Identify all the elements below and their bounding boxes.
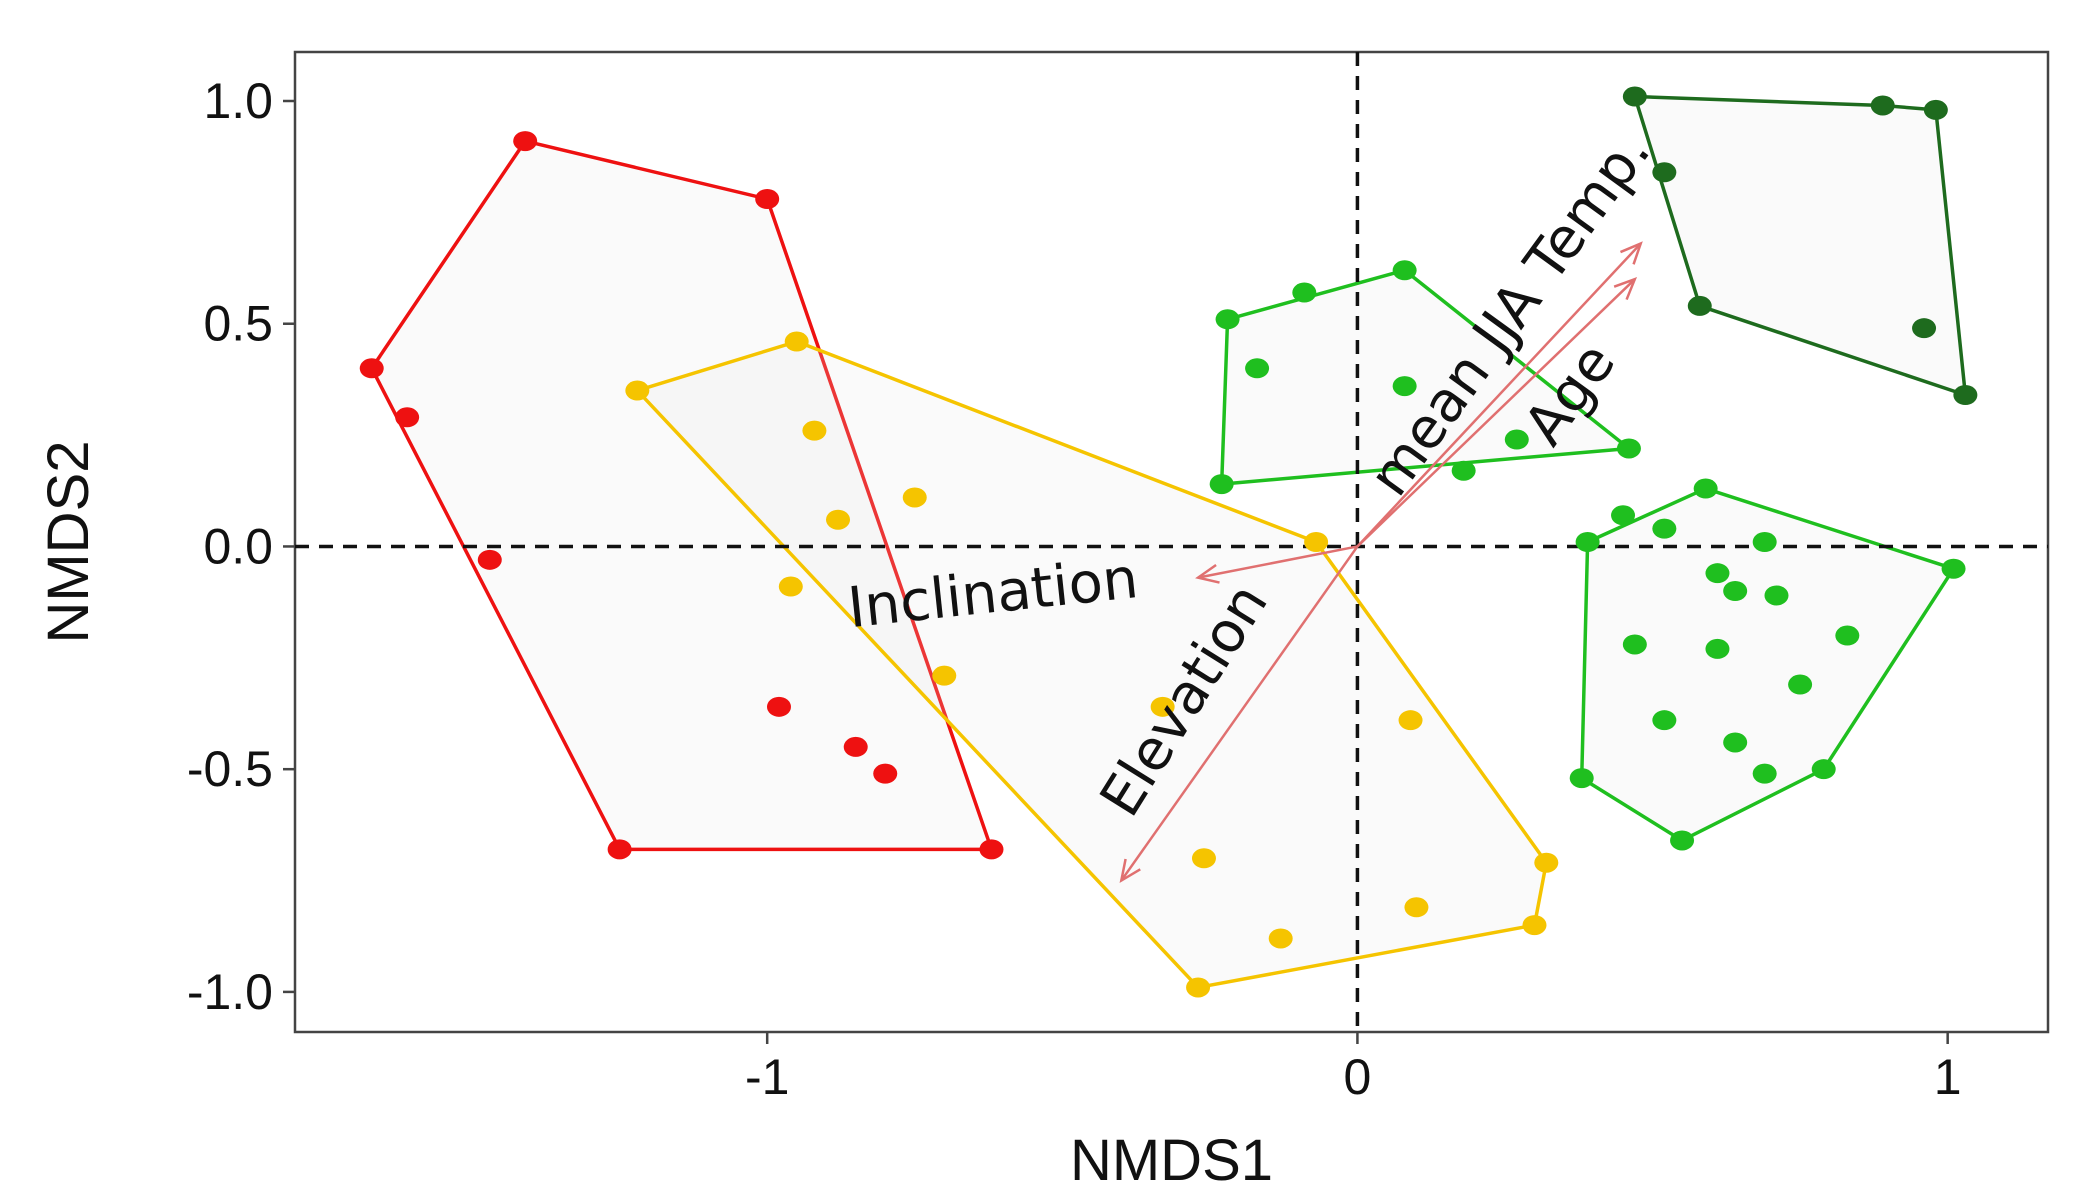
data-point-g5-1 — [1622, 86, 1647, 107]
data-point-g2-9 — [902, 487, 927, 508]
data-point-g2-11 — [932, 665, 957, 686]
data-point-g4-7 — [1611, 505, 1636, 526]
data-point-g4-19 — [1752, 763, 1777, 784]
data-point-g2-2 — [784, 331, 809, 352]
data-point-g1-7 — [477, 549, 502, 570]
data-point-g1-10 — [873, 763, 898, 784]
data-point-g3-7 — [1392, 376, 1417, 397]
data-point-g1-5 — [607, 839, 632, 860]
x-tick-label-2: 0 — [1344, 1049, 1372, 1105]
data-point-g2-10 — [778, 576, 803, 597]
data-point-g1-4 — [979, 839, 1004, 860]
data-point-g4-2 — [1941, 558, 1966, 579]
x-axis-title: NMDS1 — [1070, 1128, 1273, 1193]
data-point-g2-4 — [1534, 852, 1559, 873]
data-point-g2-16 — [1404, 897, 1429, 918]
vector-layer — [1119, 241, 1643, 884]
data-point-g1-3 — [755, 189, 780, 209]
y-tick-label-4: -0.5 — [187, 741, 273, 797]
hull-group-1 — [369, 139, 994, 852]
data-point-g5-2 — [1870, 95, 1895, 116]
vector-arrow-4 — [1119, 545, 1359, 884]
y-tick-label-5: -1.0 — [187, 964, 273, 1020]
data-point-g2-5 — [1522, 915, 1547, 936]
data-point-g3-5 — [1209, 474, 1234, 495]
y-tick-label-3: 0.0 — [203, 518, 273, 574]
data-point-g1-8 — [766, 696, 791, 717]
data-point-g2-12 — [1150, 696, 1175, 717]
data-point-g4-13 — [1622, 634, 1647, 655]
data-point-g3-3 — [1392, 260, 1417, 281]
data-point-g2-7 — [802, 420, 827, 441]
data-point-g4-16 — [1788, 674, 1813, 695]
y-tick-label-1: 1.0 — [203, 73, 273, 129]
data-point-g2-1 — [625, 380, 650, 401]
data-point-g3-1 — [1215, 309, 1240, 330]
data-point-g4-9 — [1752, 532, 1777, 552]
data-point-g2-8 — [826, 509, 851, 530]
data-point-g4-11 — [1723, 581, 1748, 601]
hull-group-5 — [1633, 94, 1968, 397]
data-point-g4-4 — [1670, 830, 1695, 851]
data-point-g1-9 — [843, 736, 868, 757]
data-point-g4-10 — [1705, 563, 1730, 584]
data-point-g1-6 — [395, 407, 420, 428]
vector-arrow-1 — [1356, 241, 1643, 548]
data-point-g5-3 — [1923, 99, 1948, 120]
y-axis-title: NMDS2 — [36, 440, 101, 643]
data-point-g4-3 — [1811, 759, 1836, 780]
data-point-g4-17 — [1652, 710, 1677, 731]
data-point-g2-14 — [1191, 848, 1216, 869]
data-point-g4-12 — [1764, 585, 1789, 606]
data-point-g2-15 — [1268, 928, 1293, 949]
data-point-g2-13 — [1398, 710, 1423, 731]
data-point-g1-1 — [359, 358, 384, 379]
tick-layer: -1 0 1 1.0 0.5 0.0 -0.5 -1.0 — [187, 73, 1962, 1105]
data-point-g5-5 — [1687, 295, 1712, 316]
vector-arrow-3 — [1195, 545, 1358, 584]
data-point-g1-2 — [513, 131, 538, 152]
data-point-g4-6 — [1575, 532, 1600, 552]
data-point-g5-4 — [1953, 385, 1978, 405]
data-point-g3-8 — [1504, 429, 1529, 450]
point-layer — [359, 86, 1978, 998]
data-point-g4-8 — [1652, 518, 1677, 539]
data-point-g2-6 — [1186, 977, 1211, 998]
data-point-g4-15 — [1835, 625, 1860, 646]
data-point-g3-2 — [1292, 282, 1317, 303]
x-tick-label-3: 1 — [1934, 1049, 1962, 1105]
reference-lines — [295, 52, 2048, 1032]
data-point-g3-6 — [1245, 358, 1270, 379]
data-point-g3-4 — [1616, 438, 1641, 459]
y-tick-label-2: 0.5 — [203, 296, 273, 352]
data-point-g3-9 — [1451, 460, 1476, 481]
data-point-g5-6 — [1652, 162, 1677, 183]
data-point-g4-5 — [1569, 768, 1594, 789]
data-point-g5-7 — [1912, 318, 1937, 339]
data-point-g2-3 — [1304, 532, 1329, 552]
x-tick-label-1: -1 — [745, 1049, 789, 1105]
data-point-g4-18 — [1723, 732, 1748, 753]
vector-arrow-2 — [1356, 277, 1638, 548]
data-point-g4-1 — [1693, 478, 1718, 499]
data-point-g4-14 — [1705, 638, 1730, 659]
